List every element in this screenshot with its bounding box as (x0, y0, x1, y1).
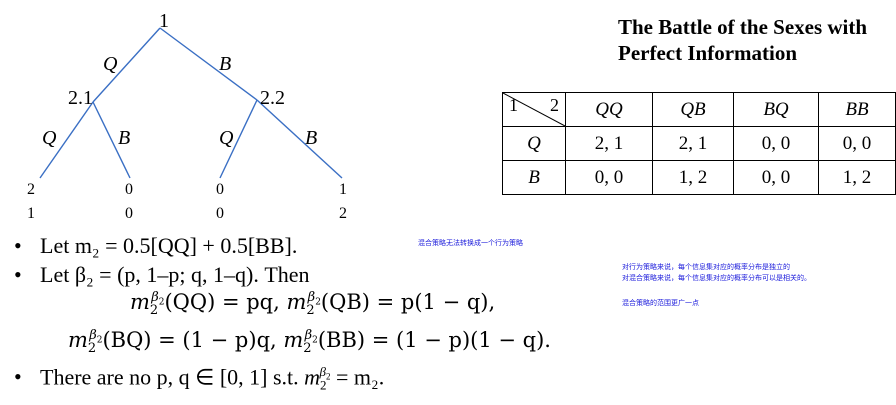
game-tree (39, 27, 343, 179)
cell: 0, 0 (818, 126, 896, 161)
row-header-b: B (502, 160, 566, 195)
eq2-part-a: (BQ) = (1 − p)q, (102, 328, 284, 352)
bullet-3-text-b: = m₂. (330, 364, 385, 390)
cell: 1, 2 (652, 160, 734, 195)
payoff-1-player1: 2 (27, 181, 35, 198)
cell: 2, 1 (652, 126, 734, 161)
node-2-2-label: 2.2 (260, 87, 285, 109)
edge-2-1-right (92, 101, 131, 179)
eq1-part-a: (QQ) = pq, (164, 290, 287, 314)
annotation-note-3: 对混合策略来说，每个信息集对应的概率分布可以是相关的。 (622, 274, 811, 282)
slide-title-line-2: Perfect Information (618, 41, 798, 65)
eq2-part-b: (BB) = (1 − p)(1 − q). (317, 328, 551, 352)
col-header-qq: QQ (565, 92, 653, 127)
payoff-2-player2: 0 (125, 205, 133, 222)
edge-root-left (92, 27, 161, 103)
slide-title-line-1: The Battle of the Sexes with (618, 15, 868, 39)
table-row: Q 2, 1 2, 1 0, 0 0, 0 (502, 126, 896, 161)
table-row: B 0, 0 1, 2 0, 0 1, 2 (502, 160, 896, 195)
bullet-dot: • (14, 262, 22, 287)
corner-row-player: 1 (509, 95, 518, 115)
node-2-1-label: 2.1 (68, 87, 93, 109)
equation-line-2: m2β2(BQ) = (1 − p)q, m2β2(BB) = (1 − p)(… (68, 328, 551, 357)
bullet-2: • Let β₂ = (p, 1–p; q, 1–q). Then (14, 262, 310, 288)
node-2-1-action-q: Q (42, 127, 57, 149)
node-2-2-action-b: B (305, 127, 318, 149)
col-header-qb: QB (652, 92, 734, 127)
annotation-note-2: 对行为策略来说，每个信息集对应的概率分布是独立的 (622, 263, 790, 271)
corner-diagonal (503, 93, 565, 126)
bullet-dot: • (14, 233, 22, 258)
root-action-q: Q (103, 53, 118, 75)
edge-2-2-right (256, 99, 343, 179)
cell: 0, 0 (733, 126, 819, 161)
payoff-3-player2: 0 (216, 205, 224, 222)
cell: 2, 1 (565, 126, 653, 161)
bullet-2-text: Let β₂ = (p, 1–p; q, 1–q). Then (40, 262, 310, 287)
equation-line-1: m2β2(QQ) = pq, m2β2(QB) = p(1 − q), (130, 290, 496, 319)
payoff-matrix: 1 2 QQ QB BQ BB Q 2, 1 2, 1 0, 0 0, 0 B … (502, 92, 896, 195)
eq1-part-b: (QB) = p(1 − q), (320, 290, 496, 314)
edge-2-1-left (39, 101, 94, 179)
edge-2-2-left (219, 99, 258, 179)
bullet-3: • There are no p, q ∈ [0, 1] s.t. m2β2 = … (14, 364, 385, 393)
root-action-b: B (219, 53, 232, 75)
bullet-1-text: Let m₂ = 0.5[QQ] + 0.5[BB]. (40, 233, 298, 258)
corner-col-player: 2 (550, 95, 559, 115)
bullet-1: • Let m₂ = 0.5[QQ] + 0.5[BB]. (14, 233, 297, 259)
root-node-label: 1 (159, 10, 169, 32)
node-2-1-action-b: B (118, 127, 131, 149)
row-header-q: Q (502, 126, 566, 161)
matrix-corner: 1 2 (502, 92, 566, 127)
payoff-1-player2: 1 (27, 205, 35, 222)
slide-title: The Battle of the Sexes with Perfect Inf… (618, 14, 867, 66)
payoff-4-player2: 2 (339, 205, 347, 222)
payoff-4-player1: 1 (339, 181, 347, 198)
annotation-note-1: 混合策略无法转换成一个行为策略 (418, 239, 523, 247)
cell: 1, 2 (818, 160, 896, 195)
payoff-2-player1: 0 (125, 181, 133, 198)
col-header-bb: BB (818, 92, 896, 127)
col-header-bq: BQ (733, 92, 819, 127)
annotation-note-4: 混合策略的范围更广一点 (622, 299, 699, 307)
payoff-3-player1: 0 (216, 181, 224, 198)
node-2-2-action-q: Q (219, 127, 234, 149)
bullet-dot: • (14, 364, 22, 390)
cell: 0, 0 (565, 160, 653, 195)
cell: 0, 0 (733, 160, 819, 195)
bullet-3-text-a: There are no p, q ∈ [0, 1] s.t. (40, 364, 305, 390)
edge-root-right (159, 27, 258, 101)
